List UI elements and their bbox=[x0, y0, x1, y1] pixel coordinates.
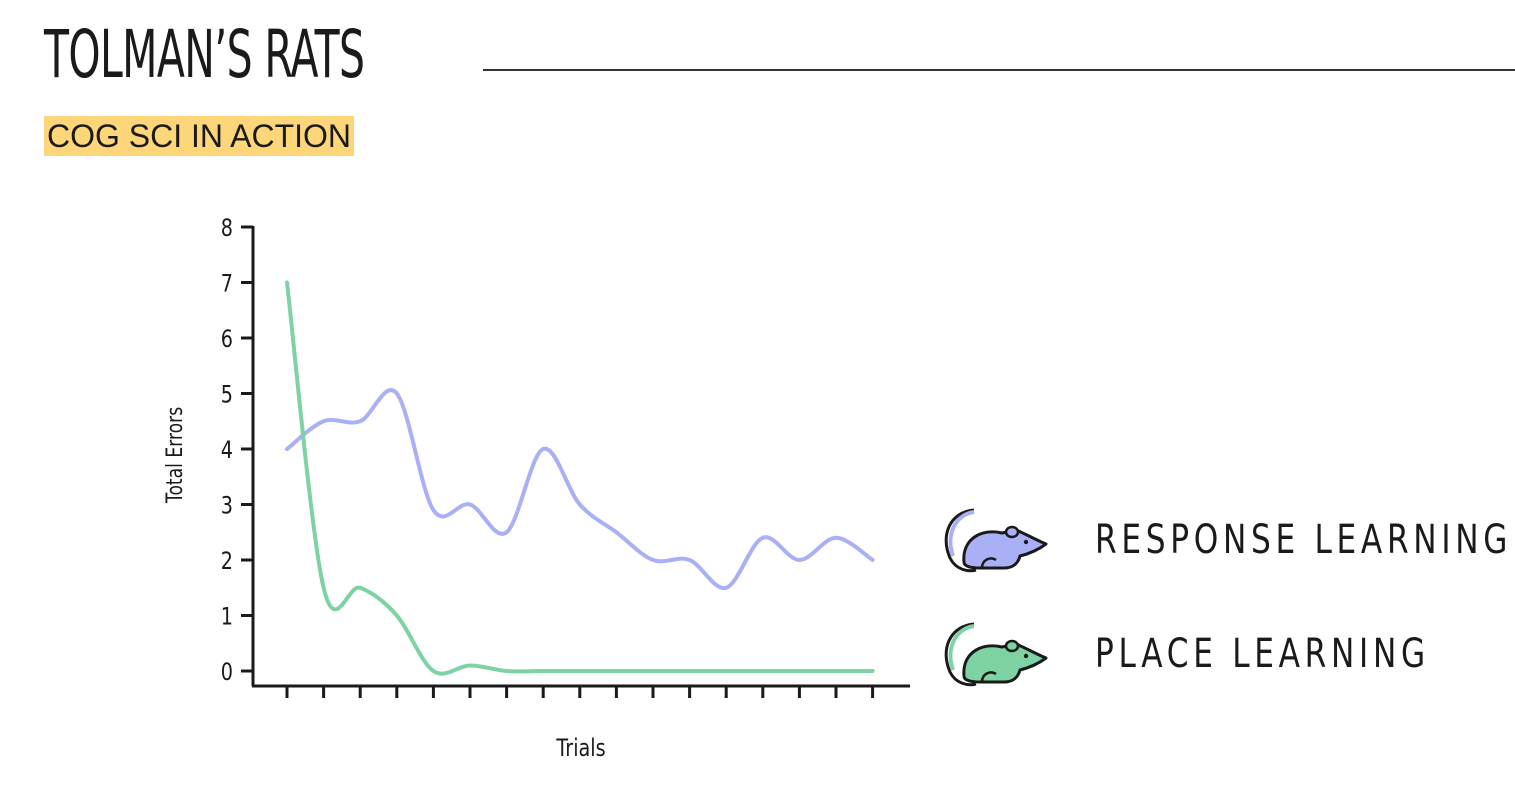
x-axis-label: Trials bbox=[556, 735, 606, 763]
y-tick-label: 0 bbox=[221, 659, 233, 687]
legend-item-place: PLACE LEARNING bbox=[940, 614, 1425, 694]
rat-icon bbox=[944, 508, 1048, 573]
page-title: TOLMAN’S RATS bbox=[44, 16, 365, 93]
legend-label-response: RESPONSE LEARNING bbox=[1095, 517, 1513, 563]
y-tick-label: 3 bbox=[221, 493, 233, 521]
y-tick-label: 8 bbox=[221, 215, 233, 243]
y-tick-label: 7 bbox=[221, 271, 233, 299]
y-tick-label: 5 bbox=[221, 382, 233, 410]
y-tick-label: 1 bbox=[221, 604, 233, 632]
y-axis-label: Total Errors bbox=[162, 407, 188, 504]
y-tick-label: 4 bbox=[221, 437, 233, 465]
y-tick-label: 2 bbox=[221, 548, 233, 576]
series-line-response-learning bbox=[285, 388, 875, 590]
rat-icon bbox=[944, 622, 1048, 687]
legend-label-place: PLACE LEARNING bbox=[1095, 631, 1430, 677]
title-divider bbox=[483, 69, 1515, 71]
chart-axes: 0 1 2 3 4 5 6 7 8 bbox=[221, 215, 910, 698]
series-line-place-learning bbox=[285, 280, 875, 676]
legend-item-response: RESPONSE LEARNING bbox=[940, 500, 1507, 580]
y-tick-label: 6 bbox=[221, 326, 233, 354]
page-subtitle: COG SCI IN ACTION bbox=[44, 116, 355, 156]
chart-series bbox=[285, 280, 875, 676]
